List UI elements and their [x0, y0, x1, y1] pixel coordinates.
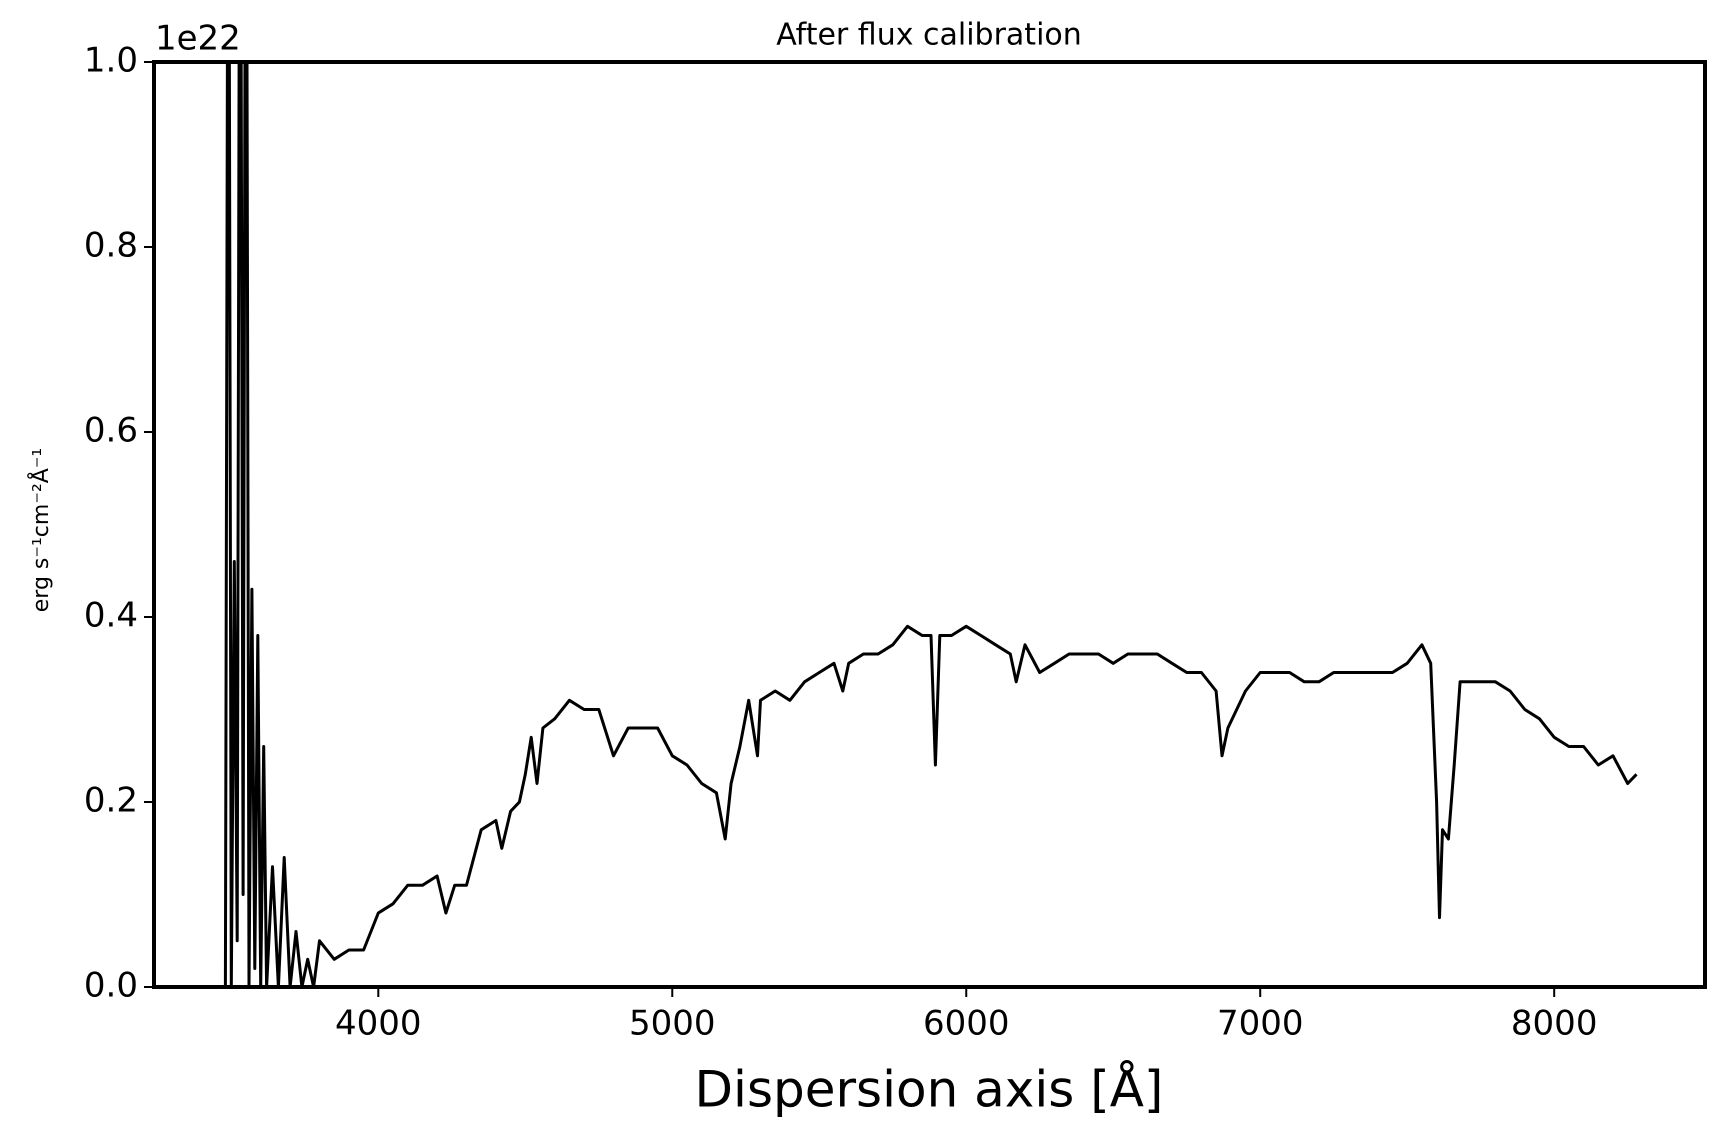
x-tick-label: 4000 [335, 1004, 422, 1044]
y-tick-label: 0.6 [84, 411, 138, 451]
chart-title: After flux calibration [776, 18, 1082, 53]
x-tick-label: 7000 [1217, 1004, 1304, 1044]
x-axis-label: Dispersion axis [Å] [695, 1061, 1164, 1119]
y-tick-label: 0.2 [84, 781, 138, 821]
x-tick-label: 5000 [629, 1004, 716, 1044]
y-offset-text: 1e22 [155, 19, 241, 59]
y-tick-label: 0.8 [84, 226, 138, 266]
y-axis-label: erg s⁻¹cm⁻²Å⁻¹ [27, 448, 54, 612]
y-tick-label: 0.0 [84, 966, 138, 1006]
x-tick-label: 6000 [923, 1004, 1010, 1044]
x-tick-label: 8000 [1511, 1004, 1598, 1044]
spectrum-line [223, 62, 1638, 987]
axes-frame [152, 60, 1707, 989]
y-tick-label: 0.4 [84, 596, 138, 636]
y-tick-label: 1.0 [84, 41, 138, 81]
plot-area [223, 62, 1638, 987]
